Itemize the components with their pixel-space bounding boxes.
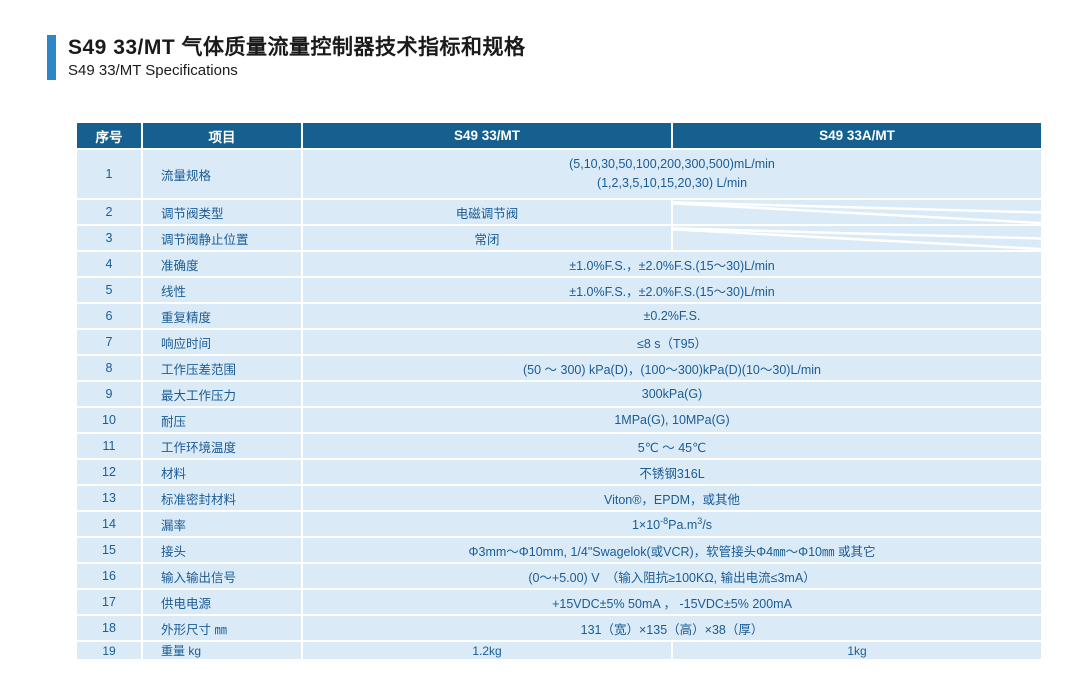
cell-value-mt: 常闭 bbox=[303, 226, 671, 250]
cell-item-label: 重量 kg bbox=[143, 642, 301, 659]
table-row: 3 调节阀静止位置 常闭 bbox=[77, 226, 1041, 250]
table-row: 15 接头 Φ3mm～Φ10mm, 1/4"Swagelok(或VCR)，软管接… bbox=[77, 538, 1041, 562]
crossed-out-lines bbox=[673, 226, 1041, 250]
cell-not-applicable bbox=[673, 200, 1041, 224]
table-row: 16 输入输出信号 (0～+5.00) V （输入阻抗≥100KΩ, 输出电流≤… bbox=[77, 564, 1041, 588]
leak-rate-base: 1×10 bbox=[631, 518, 661, 533]
table-row: 1 流量规格 (5,10,30,50,100,200,300,500)mL/mi… bbox=[77, 150, 1041, 198]
cell-value: 131（宽）×135（高）×38（厚） bbox=[303, 616, 1041, 640]
cell-row-number: 11 bbox=[77, 434, 141, 458]
cell-row-number: 3 bbox=[77, 226, 141, 250]
cell-item-label: 响应时间 bbox=[143, 330, 301, 354]
table-row: 19 重量 kg 1.2kg 1kg bbox=[77, 642, 1041, 659]
cell-value: 300kPa(G) bbox=[303, 382, 1041, 406]
table-row: 13 标准密封材料 Viton®，EPDM，或其他 bbox=[77, 486, 1041, 510]
cell-item-label: 接头 bbox=[143, 538, 301, 562]
cell-item-label: 外形尺寸 ㎜ bbox=[143, 616, 301, 640]
cell-value: 1MPa(G), 10MPa(G) bbox=[303, 408, 1041, 432]
cell-row-number: 18 bbox=[77, 616, 141, 640]
cell-row-number: 14 bbox=[77, 512, 141, 536]
cell-value-amt: 1kg bbox=[673, 642, 1041, 659]
cell-value: Φ3mm～Φ10mm, 1/4"Swagelok(或VCR)，软管接头Φ4㎜～Φ… bbox=[303, 538, 1041, 562]
cell-row-number: 2 bbox=[77, 200, 141, 224]
cell-row-number: 10 bbox=[77, 408, 141, 432]
cell-value-mt: 电磁调节阀 bbox=[303, 200, 671, 224]
flow-range-l: (1,2,3,5,10,15,20,30) L/min bbox=[596, 176, 748, 190]
table-row: 17 供电电源 +15VDC±5% 50mA ， -15VDC±5% 200mA bbox=[77, 590, 1041, 614]
cell-value: (5,10,30,50,100,200,300,500)mL/min (1,2,… bbox=[303, 150, 1041, 198]
cell-row-number: 15 bbox=[77, 538, 141, 562]
cell-item-label: 调节阀静止位置 bbox=[143, 226, 301, 250]
cell-row-number: 8 bbox=[77, 356, 141, 380]
cell-item-label: 标准密封材料 bbox=[143, 486, 301, 510]
cell-row-number: 19 bbox=[77, 642, 141, 659]
leak-rate-cubed: 3 bbox=[697, 515, 703, 526]
header-item: 项目 bbox=[143, 123, 301, 148]
cell-value: ±1.0%F.S.，±2.0%F.S.(15～30)L/min bbox=[303, 278, 1041, 302]
table-row: 18 外形尺寸 ㎜ 131（宽）×135（高）×38（厚） bbox=[77, 616, 1041, 640]
page-header: S49 33/MT 气体质量流量控制器技术指标和规格 S49 33/MT Spe… bbox=[47, 35, 526, 81]
leak-rate-exponent: -8 bbox=[660, 515, 669, 526]
page-subtitle: S49 33/MT Specifications bbox=[68, 62, 238, 80]
cell-row-number: 17 bbox=[77, 590, 141, 614]
cell-item-label: 流量规格 bbox=[143, 150, 301, 198]
cell-item-label: 最大工作压力 bbox=[143, 382, 301, 406]
cell-item-label: 漏率 bbox=[143, 512, 301, 536]
table-header-row: 序号 项目 S49 33/MT S49 33A/MT bbox=[77, 123, 1041, 148]
cell-item-label: 线性 bbox=[143, 278, 301, 302]
cell-row-number: 12 bbox=[77, 460, 141, 484]
flow-range-ml: (5,10,30,50,100,200,300,500)mL/min bbox=[569, 156, 775, 171]
cell-item-label: 工作压差范围 bbox=[143, 356, 301, 380]
cell-item-label: 输入输出信号 bbox=[143, 564, 301, 588]
cell-item-label: 重复精度 bbox=[143, 304, 301, 328]
crossed-out-lines bbox=[673, 200, 1041, 224]
table-row: 2 调节阀类型 电磁调节阀 bbox=[77, 200, 1041, 224]
cell-value: ±0.2%F.S. bbox=[303, 304, 1041, 328]
page-title: S49 33/MT 气体质量流量控制器技术指标和规格 bbox=[68, 36, 526, 59]
leak-rate-per-second: /s bbox=[702, 518, 713, 533]
table-row: 7 响应时间 ≤8 s（T95） bbox=[77, 330, 1041, 354]
cell-row-number: 13 bbox=[77, 486, 141, 510]
cell-not-applicable bbox=[673, 226, 1041, 250]
cell-row-number: 16 bbox=[77, 564, 141, 588]
cell-value: ≤8 s（T95） bbox=[303, 330, 1041, 354]
header-s4933amt: S49 33A/MT bbox=[673, 123, 1041, 148]
cell-item-label: 准确度 bbox=[143, 252, 301, 276]
table-row: 11 工作环境温度 5℃ ～ 45℃ bbox=[77, 434, 1041, 458]
title-accent-bar bbox=[47, 35, 56, 81]
table-row: 6 重复精度 ±0.2%F.S. bbox=[77, 304, 1041, 328]
table-row: 9 最大工作压力 300kPa(G) bbox=[77, 382, 1041, 406]
leak-rate-unit: Pa.m bbox=[668, 518, 698, 533]
cell-row-number: 4 bbox=[77, 252, 141, 276]
cell-value: (50 ～ 300) kPa(D)，(100～300)kPa(D)(10～30)… bbox=[303, 356, 1041, 380]
table-row: 12 材料 不锈钢316L bbox=[77, 460, 1041, 484]
table-row: 8 工作压差范围 (50 ～ 300) kPa(D)，(100～300)kPa(… bbox=[77, 356, 1041, 380]
header-no: 序号 bbox=[77, 123, 141, 148]
cell-value: Viton®，EPDM，或其他 bbox=[303, 486, 1041, 510]
cell-row-number: 5 bbox=[77, 278, 141, 302]
cell-value: +15VDC±5% 50mA ， -15VDC±5% 200mA bbox=[303, 590, 1041, 614]
table-row: 10 耐压 1MPa(G), 10MPa(G) bbox=[77, 408, 1041, 432]
cell-row-number: 7 bbox=[77, 330, 141, 354]
cell-value-leak-rate: 1×10-8Pa.m3/s bbox=[303, 512, 1041, 536]
header-s4933mt: S49 33/MT bbox=[303, 123, 671, 148]
table-row: 14 漏率 1×10-8Pa.m3/s bbox=[77, 512, 1041, 536]
cell-item-label: 工作环境温度 bbox=[143, 434, 301, 458]
cell-row-number: 9 bbox=[77, 382, 141, 406]
table-row: 4 准确度 ±1.0%F.S.，±2.0%F.S.(15～30)L/min bbox=[77, 252, 1041, 276]
cell-row-number: 6 bbox=[77, 304, 141, 328]
cell-value: 5℃ ～ 45℃ bbox=[303, 434, 1041, 458]
spec-table: 序号 项目 S49 33/MT S49 33A/MT 1 流量规格 (5,10,… bbox=[75, 121, 1043, 661]
table-row: 5 线性 ±1.0%F.S.，±2.0%F.S.(15～30)L/min bbox=[77, 278, 1041, 302]
cell-item-label: 供电电源 bbox=[143, 590, 301, 614]
cell-value: ±1.0%F.S.，±2.0%F.S.(15～30)L/min bbox=[303, 252, 1041, 276]
cell-value: 不锈钢316L bbox=[303, 460, 1041, 484]
cell-value-mt: 1.2kg bbox=[303, 642, 671, 659]
cell-item-label: 耐压 bbox=[143, 408, 301, 432]
cell-value: (0～+5.00) V （输入阻抗≥100KΩ, 输出电流≤3mA） bbox=[303, 564, 1041, 588]
cell-item-label: 调节阀类型 bbox=[143, 200, 301, 224]
cell-item-label: 材料 bbox=[143, 460, 301, 484]
cell-row-number: 1 bbox=[77, 150, 141, 198]
